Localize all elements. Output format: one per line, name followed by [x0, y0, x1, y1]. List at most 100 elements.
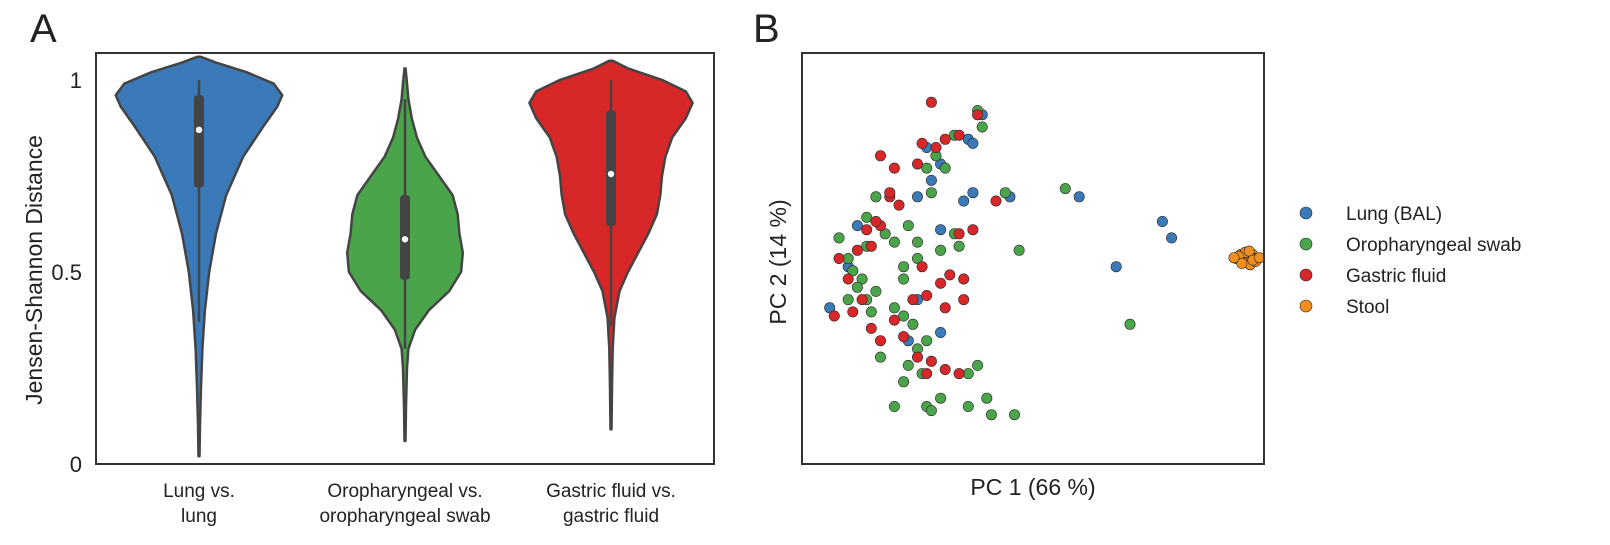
- legend: Lung (BAL) Oropharyngeal swab Gastric flui…: [1299, 204, 1521, 318]
- y-tick-label: 1: [70, 68, 82, 93]
- scatter-point: [958, 195, 970, 207]
- scatter-point: [935, 326, 947, 338]
- scatter-point: [898, 310, 910, 322]
- scatter-point: [1228, 252, 1240, 264]
- scatter-point: [833, 253, 845, 265]
- scatter-point: [911, 236, 923, 248]
- scatter-point: [842, 253, 854, 265]
- scatter-point: [939, 363, 951, 375]
- scatter-point: [902, 359, 914, 371]
- violins: [114, 55, 694, 458]
- panel-label-b: B: [753, 7, 780, 51]
- scatter-point: [874, 335, 886, 347]
- violin-median: [607, 170, 615, 178]
- scatter-point: [870, 285, 882, 297]
- scatter-point: [967, 187, 979, 199]
- scatter-point: [1156, 216, 1168, 228]
- scatter-point: [828, 310, 840, 322]
- legend-marker: [1299, 268, 1313, 282]
- scatter-point: [925, 405, 937, 417]
- legend-label: Gastric fluid: [1346, 266, 1446, 287]
- scatter-point: [870, 191, 882, 203]
- scatter-point: [921, 368, 933, 380]
- violin-iqr-box: [606, 110, 616, 226]
- scatter-point: [861, 224, 873, 236]
- legend-label: Oropharyngeal swab: [1346, 235, 1521, 256]
- scatter-point: [865, 306, 877, 318]
- scatter-point: [842, 273, 854, 285]
- scatter-point: [865, 322, 877, 334]
- scatter-point: [953, 228, 965, 240]
- scatter-point: [925, 187, 937, 199]
- scatter-point: [884, 187, 896, 199]
- category-labels: Lung vs. lung Oropharyngeal vs. oropharynge…: [163, 481, 676, 527]
- y-ticks: 00.51: [51, 68, 82, 477]
- scatter-point: [856, 294, 868, 306]
- scatter-point: [972, 359, 984, 371]
- legend-marker: [1299, 299, 1313, 313]
- legend-marker: [1299, 237, 1313, 251]
- scatter-point: [911, 158, 923, 170]
- scatter-point: [930, 142, 942, 154]
- scatter-panel: B PC 2 (14 %) PC 1 (66 %) Lung (BAL) Orop…: [753, 7, 1521, 500]
- scatter-point: [874, 150, 886, 162]
- scatter-point: [851, 244, 863, 256]
- scatter-point: [921, 335, 933, 347]
- legend-label: Lung (BAL): [1346, 204, 1442, 225]
- y-tick-label: 0: [70, 452, 82, 477]
- scatter-point: [935, 224, 947, 236]
- y-axis-title: Jensen-Shannon Distance: [21, 135, 47, 405]
- scatter-point: [851, 220, 863, 232]
- y-axis-title-pc2: PC 2 (14 %): [765, 199, 791, 324]
- scatter-point: [842, 294, 854, 306]
- scatter-point: [911, 191, 923, 203]
- scatter-point: [972, 109, 984, 121]
- scatter-point: [925, 96, 937, 108]
- scatter-point: [898, 273, 910, 285]
- scatter-point: [888, 314, 900, 326]
- scatter-point: [898, 261, 910, 273]
- scatter-point: [939, 302, 951, 314]
- scatter-point: [902, 220, 914, 232]
- scatter-point: [967, 137, 979, 149]
- violin-median: [195, 126, 203, 134]
- scatter-point: [1073, 191, 1085, 203]
- scatter-point: [888, 302, 900, 314]
- scatter-point: [921, 162, 933, 174]
- scatter-point: [893, 199, 905, 211]
- scatter-points: [824, 96, 1265, 421]
- scatter-point: [953, 129, 965, 141]
- scatter-point: [981, 392, 993, 404]
- scatter-point: [935, 277, 947, 289]
- category-label: gastric fluid: [563, 506, 659, 527]
- scatter-point: [888, 236, 900, 248]
- scatter-point: [870, 216, 882, 228]
- scatter-point: [865, 240, 877, 252]
- scatter-point: [939, 133, 951, 145]
- scatter-point: [1013, 244, 1025, 256]
- panel-label-a: A: [30, 7, 57, 51]
- scatter-point: [907, 318, 919, 330]
- category-label: Gastric fluid vs.: [546, 481, 676, 502]
- scatter-point: [833, 232, 845, 244]
- scatter-point: [967, 224, 979, 236]
- scatter-point: [925, 174, 937, 186]
- scatter-point: [935, 392, 947, 404]
- scatter-point: [1166, 232, 1178, 244]
- scatter-point: [874, 351, 886, 363]
- scatter-point: [976, 121, 988, 133]
- scatter-point: [847, 306, 859, 318]
- scatter-point: [953, 368, 965, 380]
- scatter-point: [1110, 261, 1122, 273]
- scatter-point: [1059, 183, 1071, 195]
- violin-median: [401, 236, 409, 243]
- scatter-point: [944, 269, 956, 281]
- scatter-point: [916, 261, 928, 273]
- violin-panel: A Jensen-Shannon Distance 00.51 Lung vs.…: [21, 7, 715, 527]
- scatter-point: [958, 273, 970, 285]
- category-label: lung: [181, 506, 217, 527]
- scatter-point: [898, 376, 910, 388]
- plot-frame-b: [801, 52, 1265, 465]
- violin-iqr-box: [194, 95, 204, 188]
- scatter-point: [861, 211, 873, 223]
